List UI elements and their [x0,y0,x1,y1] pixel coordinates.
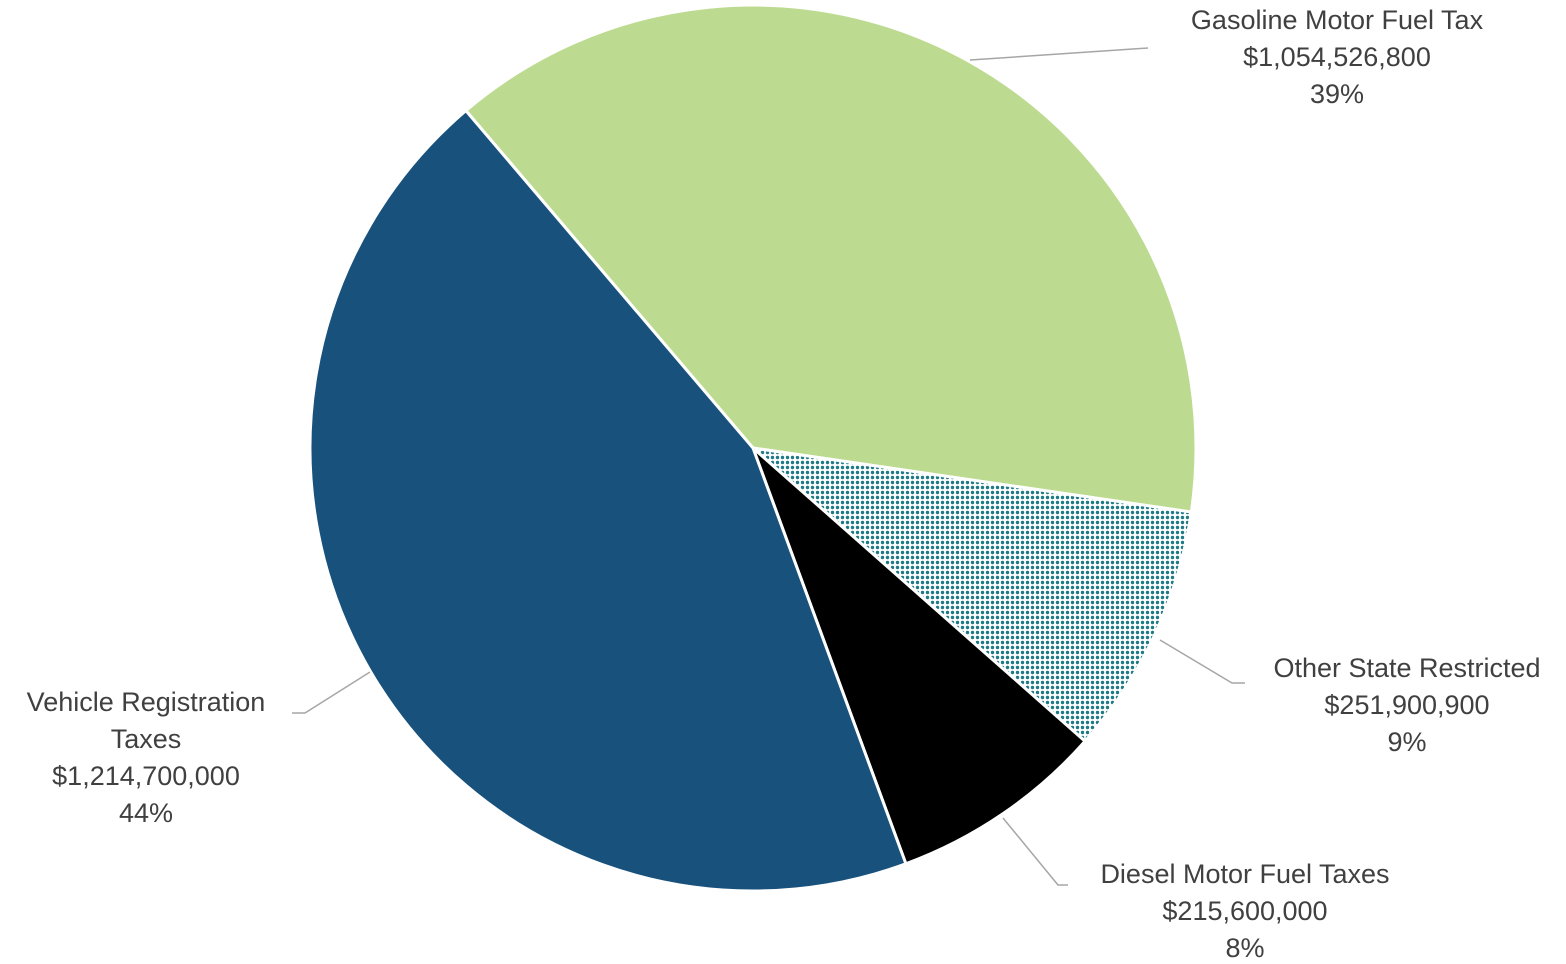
slice-name: Vehicle Registration Taxes [26,687,266,754]
slice-name: Diesel Motor Fuel Taxes [1100,859,1390,889]
leader-line [1159,639,1245,684]
leader-line [969,47,1149,61]
data-label: Other State Restricted $251,900,900 9% [1273,650,1540,761]
pie-slice [308,108,908,893]
data-label: Diesel Motor Fuel Taxes $215,600,000 8% [1100,856,1389,964]
percent-label: 8% [1225,933,1265,963]
slice-name: Gasoline Motor Fuel Tax [1190,5,1484,35]
pie-slice [463,3,1198,514]
data-label: Gasoline Motor Fuel Tax $1,054,526,800 39% [1191,2,1483,113]
pie-slice [748,445,1194,744]
percent-label: 9% [1387,727,1427,757]
slice-name: Other State Restricted [1273,653,1541,683]
pie-slice [751,446,1088,866]
leader-line [1002,817,1068,886]
percent-label: 44% [118,798,174,828]
value-label: $215,600,000 [1162,896,1328,926]
data-label: Vehicle Registration Taxes $1,214,700,000… [1,684,291,832]
value-label: $1,214,700,000 [52,761,240,791]
percent-label: 39% [1309,79,1365,109]
leader-line [292,671,371,714]
value-label: $1,054,526,800 [1243,42,1431,72]
value-label: $251,900,900 [1324,690,1490,720]
